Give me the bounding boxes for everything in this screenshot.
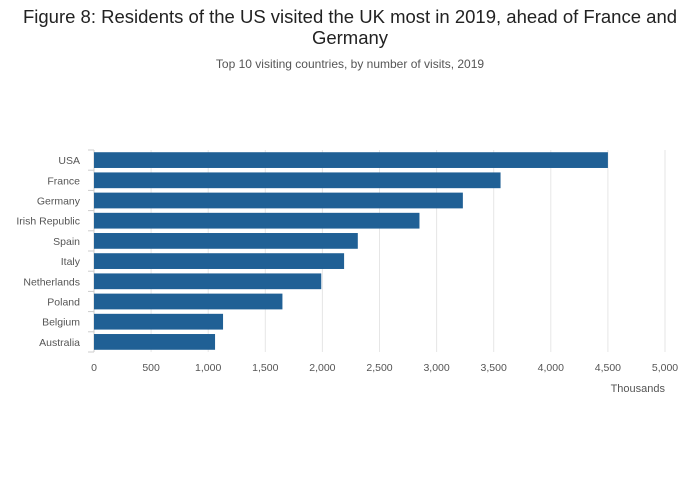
y-tick-label: Belgium <box>42 317 80 329</box>
x-tick-label: 1,500 <box>252 362 278 374</box>
y-tick-label: France <box>47 175 80 187</box>
bar[interactable] <box>94 172 501 189</box>
x-tick-label: 500 <box>142 362 160 374</box>
y-tick-label: Australia <box>39 337 80 349</box>
bars <box>94 152 608 350</box>
x-tick-label: 2,500 <box>366 362 392 374</box>
chart-title: Figure 8: Residents of the US visited th… <box>22 6 678 48</box>
x-tick-label: 4,000 <box>538 362 564 374</box>
y-axis: USA France Germany Irish Republic Spain Italy… <box>16 149 94 353</box>
bar[interactable] <box>94 233 358 249</box>
x-tick-label: 3,500 <box>481 362 507 374</box>
bar[interactable] <box>94 253 345 269</box>
y-tick-label: USA <box>58 155 80 167</box>
x-tick-label: 0 <box>91 362 97 374</box>
bar[interactable] <box>94 293 283 310</box>
bar[interactable] <box>94 212 420 229</box>
y-tick-label: Spain <box>53 236 80 248</box>
x-tick-label: 5,000 <box>652 362 678 374</box>
bar[interactable] <box>94 313 224 330</box>
x-axis-title: Thousands <box>611 383 666 395</box>
bar[interactable] <box>94 334 216 350</box>
chart-subtitle: Top 10 visiting countries, by number of … <box>215 57 485 71</box>
x-axis: 0 500 1,000 1,500 2,000 2,500 3,000 3,500 4,000 4… <box>91 362 678 374</box>
x-tick-label: 2,000 <box>309 362 335 374</box>
x-tick-label: 4,500 <box>595 362 621 374</box>
bar[interactable] <box>94 192 463 209</box>
x-tick-label: 1,000 <box>195 362 221 374</box>
x-tick-label: 3,000 <box>423 362 449 374</box>
y-tick-label: Irish Republic <box>16 216 80 228</box>
y-tick-label: Italy <box>61 256 81 268</box>
y-tick-label: Germany <box>37 196 81 208</box>
bar[interactable] <box>94 152 608 168</box>
y-tick-label: Netherlands <box>23 276 80 288</box>
bar[interactable] <box>94 273 322 290</box>
y-tick-label: Poland <box>47 297 80 309</box>
